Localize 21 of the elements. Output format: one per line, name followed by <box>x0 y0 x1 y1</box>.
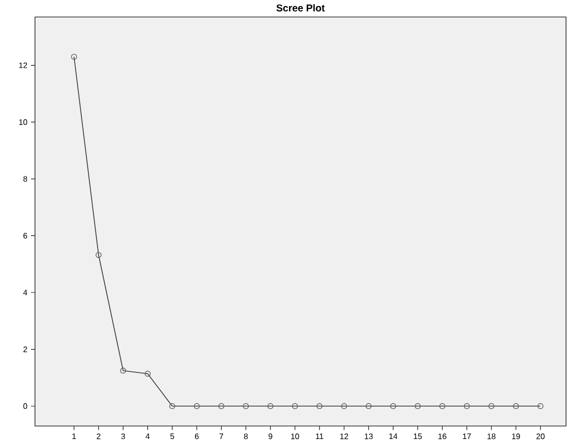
point <box>292 403 298 410</box>
chart-title: Scree Plot <box>276 4 325 12</box>
point <box>144 370 151 377</box>
point <box>242 403 249 410</box>
point <box>390 403 396 410</box>
point <box>439 403 446 410</box>
point <box>316 403 322 410</box>
point <box>341 403 348 410</box>
point <box>488 403 494 410</box>
point <box>194 403 200 410</box>
point <box>414 403 421 410</box>
point <box>366 403 372 410</box>
point <box>96 252 102 258</box>
point <box>538 403 544 410</box>
point <box>512 403 519 410</box>
point <box>71 54 77 60</box>
point <box>464 403 470 410</box>
point <box>169 403 176 410</box>
point <box>267 403 274 410</box>
point <box>218 403 224 410</box>
point <box>120 368 126 374</box>
